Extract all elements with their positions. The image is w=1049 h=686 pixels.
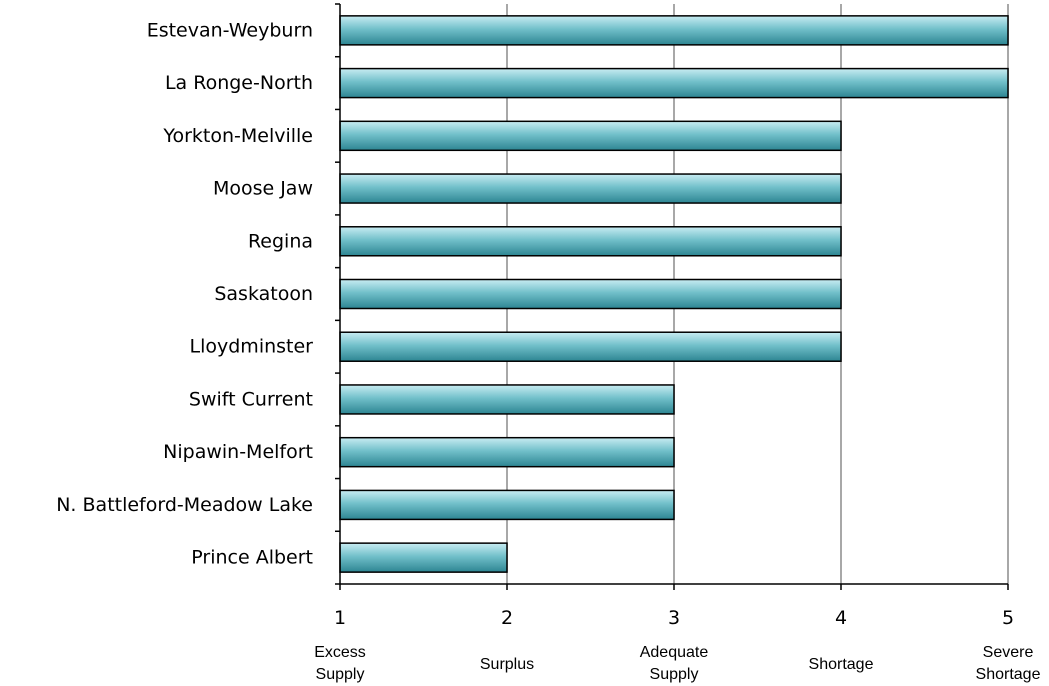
category-label: Saskatoon xyxy=(214,283,313,305)
bar xyxy=(339,173,842,204)
x-tick-label: 4 xyxy=(835,607,847,629)
bar xyxy=(339,331,842,362)
category-label: La Ronge-North xyxy=(165,72,313,94)
bar xyxy=(339,226,842,257)
x-tick-label: 5 xyxy=(1002,607,1014,629)
category-label: Lloydminster xyxy=(190,336,314,358)
x-tick-label: 1 xyxy=(334,607,346,629)
x-tick-description: Excess xyxy=(314,644,366,661)
bars xyxy=(339,15,1009,573)
bar xyxy=(339,120,842,152)
category-label: Moose Jaw xyxy=(213,178,313,200)
category-label: Nipawin-Melfort xyxy=(163,441,313,463)
category-label: Swift Current xyxy=(189,388,313,410)
x-tick-description: Severe xyxy=(983,644,1034,661)
x-tick-label: 3 xyxy=(668,607,680,629)
category-label: N. Battleford-Meadow Lake xyxy=(56,494,313,516)
axes xyxy=(335,3,1009,590)
bar xyxy=(339,542,508,573)
x-tick-description: Adequate xyxy=(640,644,709,661)
x-tick-labels: 1 Excess Supply 2 Surplus 3 Adequate Supply 4 Sho… xyxy=(314,607,1040,683)
x-tick-description: Surplus xyxy=(480,656,534,673)
bar xyxy=(339,436,675,468)
category-label: Prince Albert xyxy=(191,547,313,569)
category-label: Yorkton-Melville xyxy=(162,125,313,147)
bar xyxy=(339,278,842,310)
category-label: Estevan-Weyburn xyxy=(147,19,313,41)
category-label: Regina xyxy=(248,230,313,252)
bar xyxy=(339,384,675,415)
x-tick-label: 2 xyxy=(501,607,513,629)
bar xyxy=(339,67,1009,99)
x-tick-description: Supply xyxy=(650,666,699,683)
x-tick-description: Shortage xyxy=(809,656,874,673)
bar xyxy=(339,489,675,521)
category-labels: Estevan-Weyburn La Ronge-North Yorkton-Mel… xyxy=(56,19,313,568)
bar xyxy=(339,15,1009,46)
x-tick-description: Shortage xyxy=(976,666,1041,683)
x-tick-description: Supply xyxy=(316,666,365,683)
